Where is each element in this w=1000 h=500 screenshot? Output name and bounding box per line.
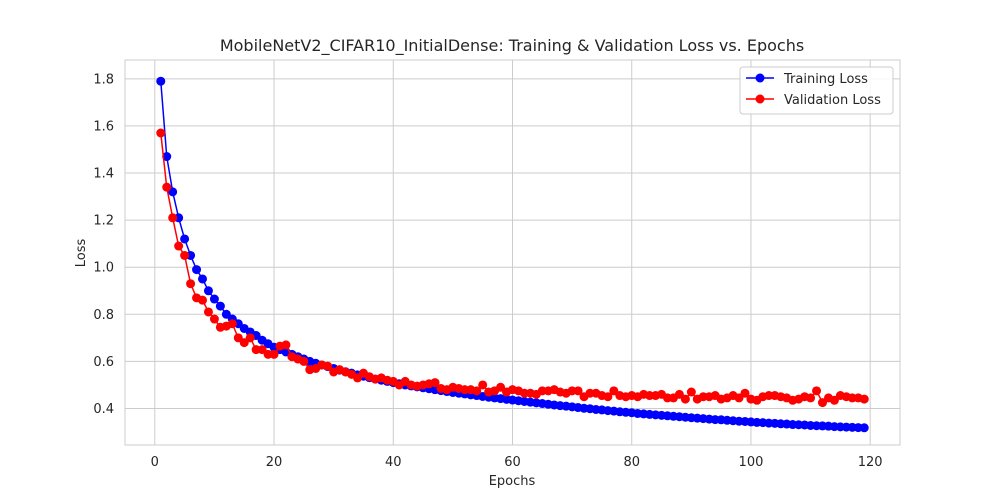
x-tick-label: 0 [151,455,159,470]
x-tick-label: 120 [858,455,883,470]
training-loss-point [180,234,190,244]
validation-loss-point [227,319,237,329]
validation-loss-point [245,333,255,343]
legend-label-training: Training Loss [783,72,868,87]
grid [125,60,900,445]
x-tick-labels: 0 20 40 60 80 100 120 [151,455,883,470]
series-layer [156,76,869,433]
legend-marker-training [755,73,765,83]
validation-loss-point [472,386,482,396]
x-tick-label: 40 [385,455,402,470]
x-tick-label: 100 [739,455,764,470]
x-tick-label: 80 [623,455,640,470]
y-tick-label: 1.2 [93,214,114,229]
y-tick-label: 0.6 [93,355,114,370]
validation-loss-series [156,128,869,408]
validation-loss-point [162,182,172,192]
legend-marker-validation [755,94,765,104]
training-loss-point [162,152,172,162]
training-loss-point [198,274,207,284]
validation-loss-point [478,380,488,390]
validation-loss-point [573,386,583,396]
validation-loss-point [198,295,207,305]
y-axis-label: Loss [74,239,89,268]
training-loss-point [156,76,166,86]
validation-loss-point [680,394,690,404]
y-tick-label: 1.0 [93,261,114,276]
validation-loss-point [209,314,219,324]
validation-loss-point [174,241,184,251]
validation-loss-point [299,356,309,366]
y-tick-label: 1.6 [93,119,114,134]
x-axis-label: Epochs [489,474,536,489]
training-loss-point [203,286,213,296]
training-loss-point [209,294,219,304]
y-tick-label: 0.8 [93,308,114,323]
plot-frame [124,59,901,446]
training-loss-point [859,423,869,433]
y-tick-label: 0.4 [93,402,114,417]
validation-loss-point [323,361,333,371]
validation-loss-point [740,388,750,398]
validation-loss-point [281,340,291,350]
y-tick-label: 1.4 [93,167,114,182]
y-tick-labels: 0.4 0.6 0.8 1.0 1.2 1.4 1.6 1.8 [93,72,114,417]
training-loss-point [192,265,202,275]
validation-loss-point [603,392,613,402]
validation-loss-point [859,394,869,404]
x-tick-label: 20 [266,455,283,470]
legend-label-validation: Validation Loss [784,93,881,108]
validation-loss-point [203,307,213,317]
validation-loss-point [806,393,816,403]
validation-loss-point [168,213,178,223]
validation-loss-point [430,378,440,388]
legend-box [739,66,894,115]
chart-title: MobileNetV2_CIFAR10_InitialDense: Traini… [220,36,804,56]
validation-loss-point [812,386,822,396]
validation-loss-point [269,349,279,359]
x-tick-label: 60 [504,455,521,470]
validation-loss-point [186,279,196,289]
legend: Training Loss Validation Loss [739,66,894,115]
validation-loss-point [156,128,166,138]
training-loss-point [215,301,225,311]
y-tick-label: 1.8 [93,72,114,87]
validation-loss-point [686,387,696,397]
validation-loss-point [180,250,190,260]
